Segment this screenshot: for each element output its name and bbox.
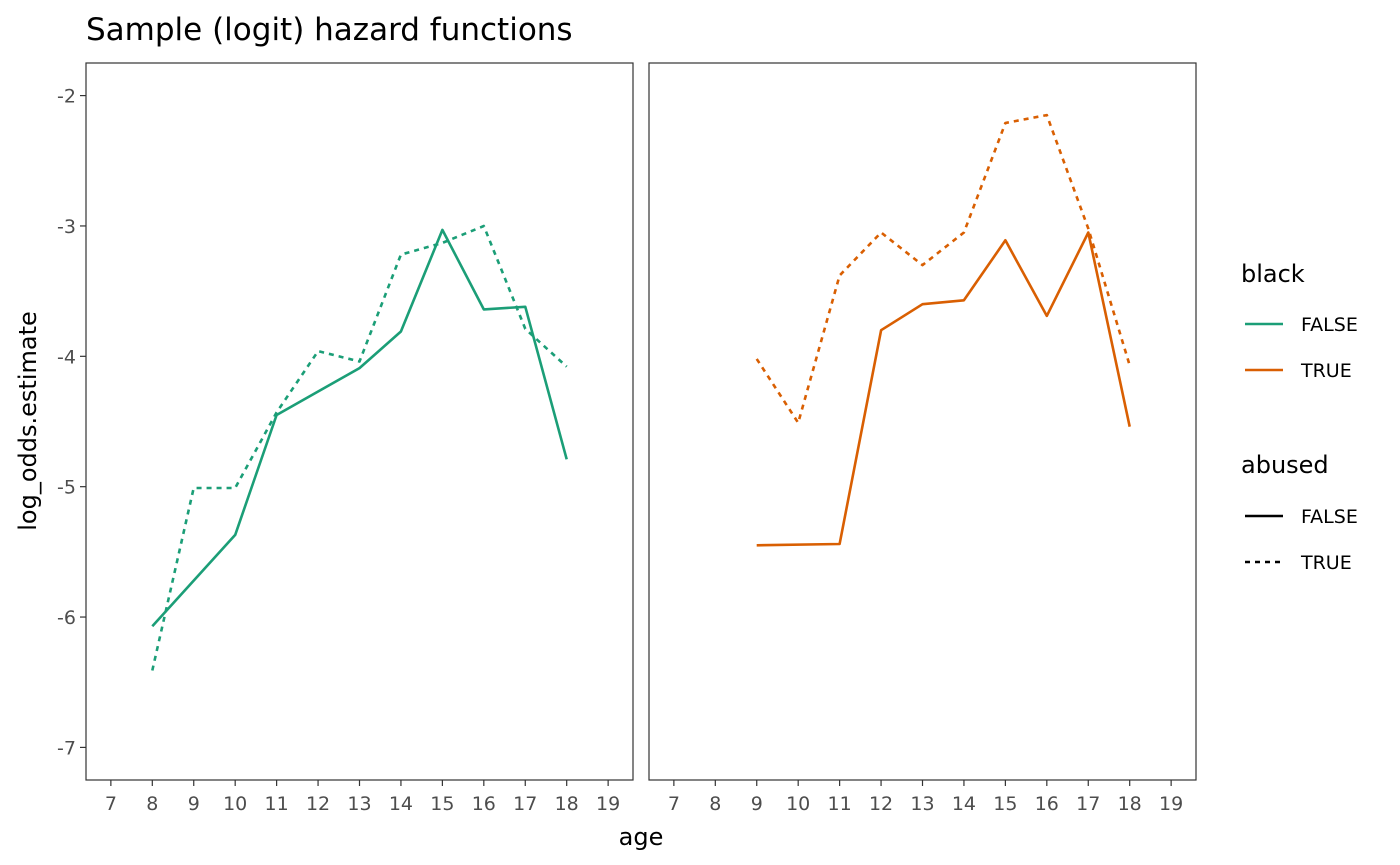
x-tick-label: 19 (1159, 793, 1183, 815)
x-tick-label: 8 (709, 793, 721, 815)
x-tick-label: 19 (596, 793, 620, 815)
x-tick-label: 12 (869, 793, 893, 815)
panel-border (648, 62, 1197, 781)
x-tick-label: 13 (347, 793, 371, 815)
legend-label-abused: FALSE (1301, 506, 1358, 528)
x-tick-label: 13 (910, 793, 934, 815)
x-tick-label: 15 (993, 793, 1017, 815)
x-tick-label: 18 (555, 793, 579, 815)
series-line-abused-true (755, 113, 1131, 425)
x-tick-label: 14 (389, 793, 413, 815)
x-tick-label: 10 (223, 793, 247, 815)
x-tick-label: 16 (472, 793, 496, 815)
y-axis: -2 -3 -4 -5 -6 -7 (57, 86, 86, 759)
y-tick-label: -7 (57, 737, 76, 759)
x-tick-label: 7 (105, 793, 117, 815)
x-axis-title: age (619, 823, 664, 851)
legend-title-black: black (1241, 260, 1305, 288)
x-tick-label: 17 (513, 793, 537, 815)
series-line-abused-false (151, 228, 568, 628)
x-tick-label: 11 (828, 793, 852, 815)
legend-title-abused: abused (1241, 451, 1329, 479)
legend-label-abused: TRUE (1300, 552, 1352, 574)
y-tick-label: -5 (57, 477, 76, 499)
y-tick-label: -6 (57, 607, 76, 629)
x-tick-label: 12 (306, 793, 330, 815)
x-tick-label: 9 (751, 793, 763, 815)
legend-label-black: TRUE (1300, 360, 1352, 382)
y-tick-label: -2 (57, 86, 76, 108)
panel-black-true: 7 8 9 10 11 12 13 14 15 16 17 18 19 (648, 62, 1197, 815)
legend: black FALSE TRUE abused FALSE TRUE (1241, 260, 1358, 574)
y-tick-label: -3 (57, 216, 76, 238)
y-tick-label: -4 (57, 346, 76, 368)
series-line-abused-false (756, 231, 1131, 547)
x-tick-label: 14 (952, 793, 976, 815)
panel-border (85, 62, 634, 781)
x-tick-label: 16 (1035, 793, 1059, 815)
x-tick-label: 17 (1076, 793, 1100, 815)
x-tick-label: 18 (1118, 793, 1142, 815)
x-tick-label: 11 (265, 793, 289, 815)
chart-title: Sample (logit) hazard functions (86, 12, 573, 48)
x-tick-label: 7 (668, 793, 680, 815)
x-tick-label: 8 (146, 793, 158, 815)
y-axis-title: log_odds.estimate (14, 311, 42, 530)
x-tick-label: 15 (430, 793, 454, 815)
series-line-abused-true (151, 224, 568, 671)
x-tick-label: 9 (188, 793, 200, 815)
panel-black-false: 7 8 9 10 11 12 13 14 15 16 17 18 19 (85, 62, 634, 815)
legend-label-black: FALSE (1301, 314, 1358, 336)
x-tick-label: 10 (786, 793, 810, 815)
